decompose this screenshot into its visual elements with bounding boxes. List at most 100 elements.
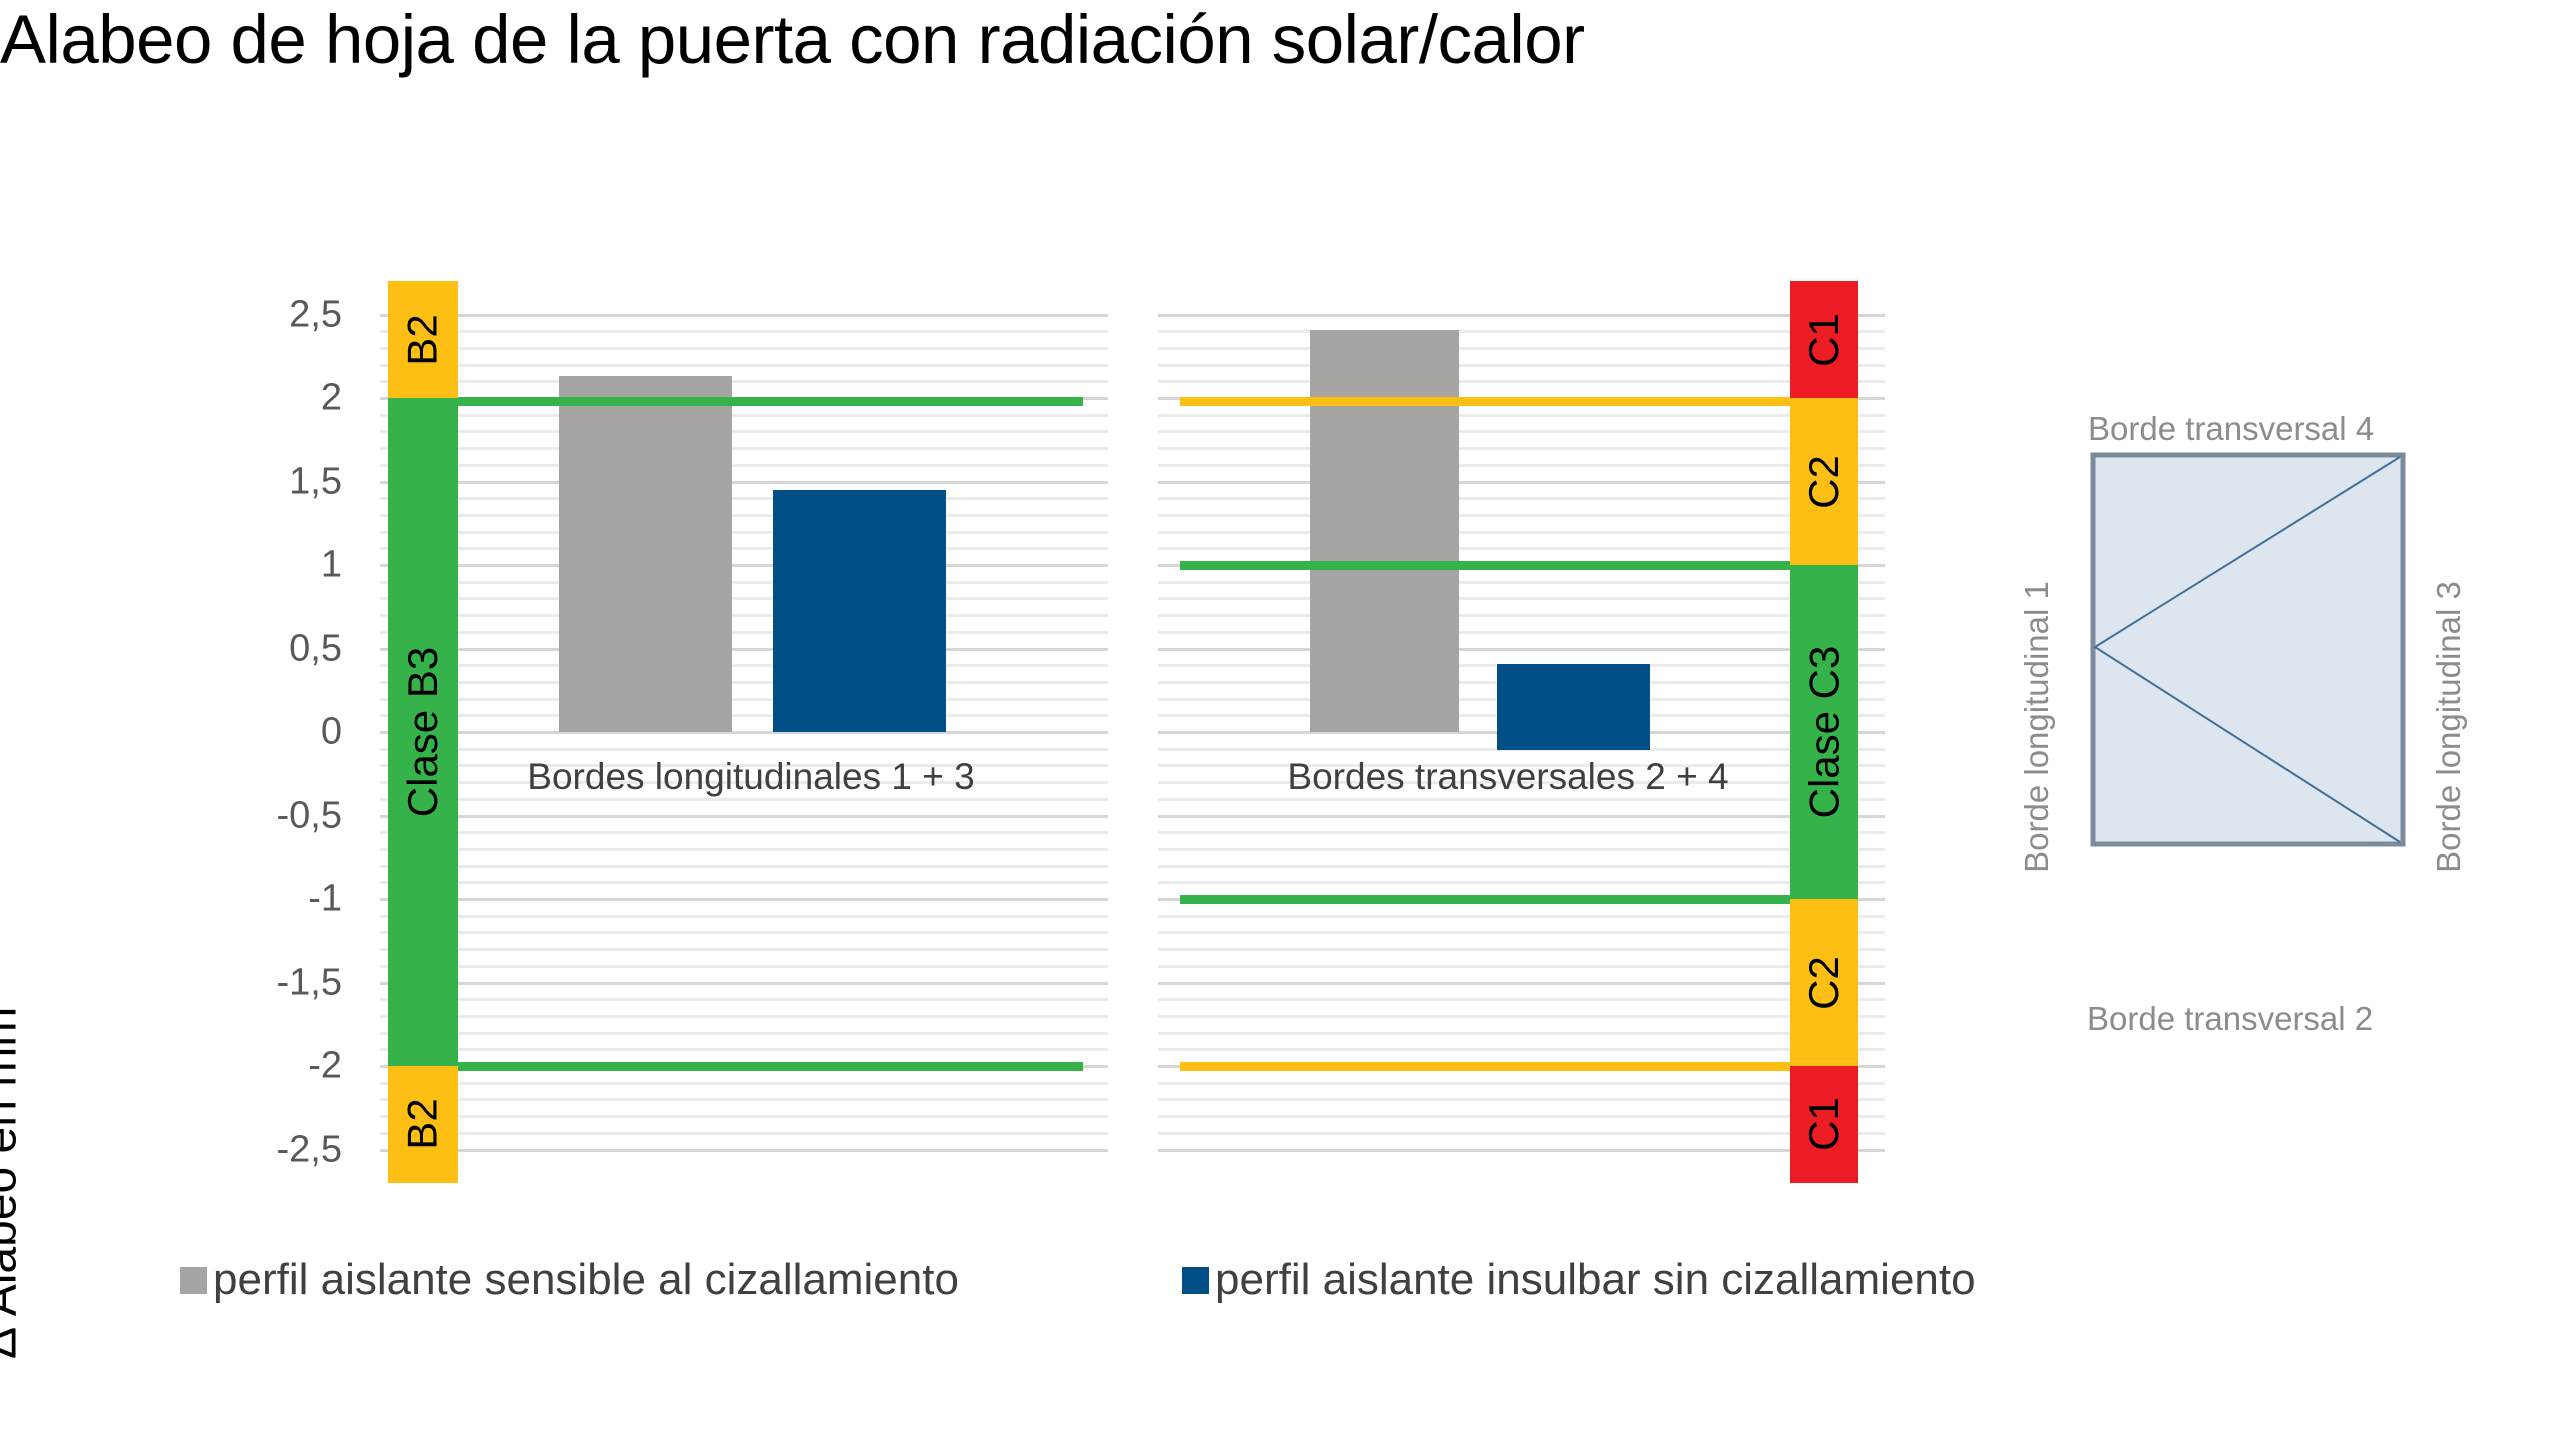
gridline-minor [1158, 931, 1885, 935]
gridline-minor [1158, 363, 1885, 367]
gridline-minor [1158, 1031, 1885, 1035]
gridline-minor [1158, 413, 1885, 417]
gridline-minor [380, 413, 1108, 417]
gridline-major [1158, 480, 1885, 484]
class-band: C2 [1790, 398, 1858, 565]
class-band-label: Clase B3 [399, 646, 447, 818]
diagram-label-bottom: Borde transversal 2 [2087, 1000, 2374, 1037]
gridline-major [380, 898, 1108, 901]
gridline-minor [1158, 914, 1885, 918]
gridline-minor [380, 630, 1108, 634]
gridline-minor [380, 380, 1108, 384]
gridline-major [1158, 981, 1885, 985]
gridline-minor [1158, 1048, 1885, 1052]
class-band: B2 [388, 281, 458, 398]
gridline-minor [1158, 831, 1885, 835]
gridline-minor [1158, 346, 1885, 350]
class-band-label: C2 [1799, 955, 1847, 1010]
gridline-major [380, 731, 1108, 734]
bar-gray [559, 376, 732, 732]
gridline-minor [380, 513, 1108, 517]
gridline-minor [380, 547, 1108, 551]
gridline-minor [380, 1014, 1108, 1018]
gridline-minor [1158, 1115, 1885, 1119]
gridline-minor [1158, 430, 1885, 434]
gridline-minor [1158, 497, 1885, 501]
gridline-minor [380, 463, 1108, 467]
gridline-minor [1158, 463, 1885, 467]
y-tick-label: 0,5 [289, 627, 342, 669]
gridline-minor [380, 430, 1108, 434]
y-tick-label: 2,5 [289, 293, 342, 335]
gridline-minor [380, 346, 1108, 350]
gridline-minor [380, 1115, 1108, 1119]
gridline-minor [380, 948, 1108, 952]
class-band-label: Clase C3 [1800, 645, 1847, 819]
y-tick-label: 1 [320, 543, 342, 586]
category-label-longitudinal: Bordes longitudinales 1 + 3 [527, 756, 975, 797]
y-axis-label: Δ Alabeo en mm [0, 1006, 27, 1359]
gridline-minor [380, 1131, 1108, 1135]
door-hinge-lines [2093, 456, 2401, 843]
class-band-label: B2 [399, 1098, 446, 1151]
y-tick-label: -2,5 [276, 1128, 342, 1170]
gridline-minor [1158, 1081, 1885, 1085]
limit-line-yellow [1180, 1062, 1792, 1071]
legend-item-gray: perfil aislante sensible al cizallamient… [180, 1255, 959, 1305]
chart-title: Alabeo de hoja de la puerta con radiació… [0, 1, 1585, 78]
category-label-transversal: Bordes transversales 2 + 4 [1287, 756, 1729, 797]
gridline-minor [380, 363, 1108, 367]
gridline-minor [1158, 964, 1885, 968]
y-tick-label: 1,5 [289, 460, 342, 502]
gridline-major [380, 647, 1108, 651]
legend-swatch-gray [180, 1266, 207, 1294]
legend-label-gray: perfil aislante sensible al cizallamient… [213, 1255, 959, 1304]
class-band: Clase C3 [1790, 565, 1858, 899]
legend-swatch-blue [1182, 1266, 1209, 1294]
gridline-major [1158, 313, 1885, 317]
gridline-minor [1158, 530, 1885, 534]
gridline-minor [380, 914, 1108, 918]
gridline-minor [1158, 1131, 1885, 1135]
gridline-minor [380, 1098, 1108, 1102]
gridline-minor [1158, 580, 1885, 584]
gridline-minor [380, 1048, 1108, 1052]
gridline-major [1158, 647, 1885, 651]
class-band: C2 [1790, 899, 1858, 1066]
gridline-minor [380, 714, 1108, 718]
gridline-minor [1158, 447, 1885, 451]
gridline-minor [380, 597, 1108, 601]
gridline-minor [1158, 547, 1885, 551]
y-tick-label: 2 [320, 376, 342, 419]
gridline-major [380, 313, 1108, 317]
diagram-label-left: Borde longitudinal 1 [2018, 581, 2055, 873]
bar-blue [1497, 663, 1650, 751]
class-band-label: C1 [1799, 1097, 1847, 1152]
class-band-label: C2 [1799, 454, 1847, 509]
gridline-minor [380, 697, 1108, 701]
gridline-minor [1158, 513, 1885, 517]
gridline-minor [1158, 864, 1885, 868]
gridline-major [380, 564, 1108, 567]
limit-line-green [456, 397, 1083, 407]
gridline-minor [380, 664, 1108, 668]
gridline-minor [380, 998, 1108, 1002]
limit-line-green [456, 1062, 1083, 1071]
gridline-minor [380, 447, 1108, 451]
class-band: Clase B3 [388, 398, 458, 1066]
gridline-minor [380, 580, 1108, 584]
diagram-label-right: Borde longitudinal 3 [2430, 581, 2467, 873]
gridline-minor [1158, 330, 1885, 334]
gridline-minor [380, 747, 1108, 751]
door-leaf-rect [2090, 452, 2406, 847]
gridline-minor [380, 330, 1108, 334]
gridline-minor [1158, 614, 1885, 618]
gridline-minor [380, 847, 1108, 851]
gridline-minor [380, 781, 1108, 785]
legend-item-blue: perfil aislante insulbar sin cizallamien… [1182, 1255, 1976, 1305]
gridline-minor [1158, 948, 1885, 952]
gridline-minor [380, 864, 1108, 868]
limit-line-green [1180, 895, 1792, 904]
gridline-minor [380, 614, 1108, 618]
gridline-minor [1158, 380, 1885, 384]
